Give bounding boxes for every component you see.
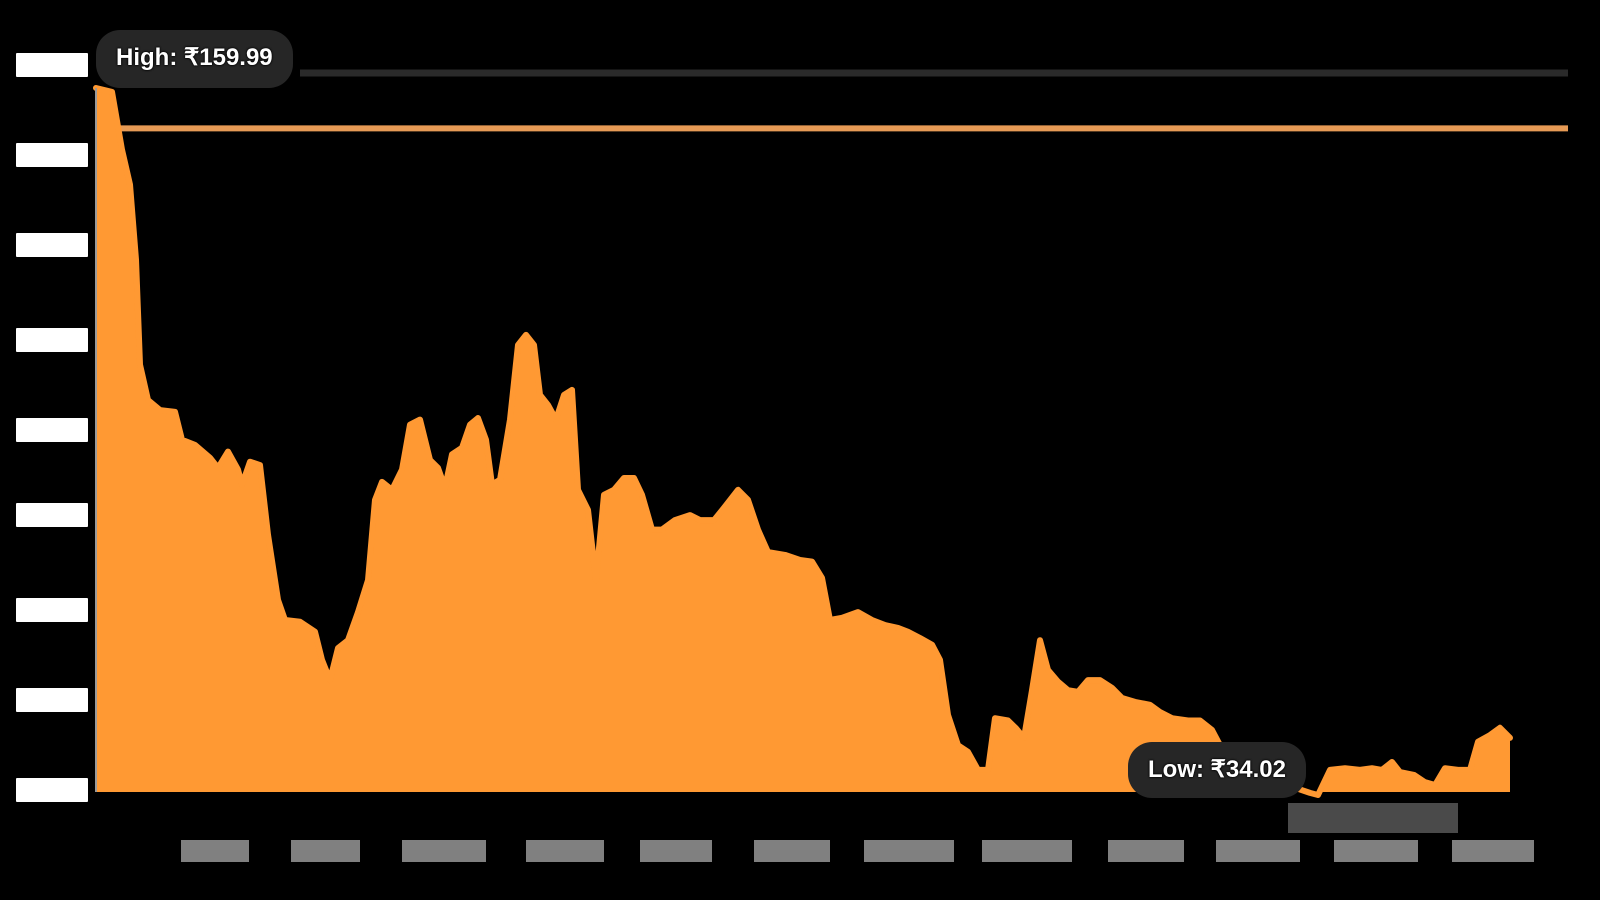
y-tick-text <box>16 143 88 167</box>
y-tick-text <box>16 688 88 712</box>
low-price-callout: Low: ₹34.02 <box>1128 742 1306 798</box>
x-tick-label <box>982 840 1072 862</box>
y-tick-text <box>16 598 88 622</box>
y-tick-label <box>0 53 88 77</box>
x-tick-label <box>1334 840 1418 862</box>
x-tick-label <box>402 840 486 862</box>
x-tick-label <box>526 840 604 862</box>
y-tick-label <box>0 233 88 257</box>
y-tick-text <box>16 233 88 257</box>
y-tick-label <box>0 598 88 622</box>
x-tick-label <box>181 840 249 862</box>
price-area-fill <box>96 88 1510 795</box>
y-tick-text <box>16 328 88 352</box>
x-tick-label <box>1216 840 1300 862</box>
price-area-chart <box>93 69 1568 798</box>
y-tick-label <box>0 503 88 527</box>
y-tick-label <box>0 688 88 712</box>
high-price-callout: High: ₹159.99 <box>96 30 293 88</box>
y-tick-label <box>0 143 88 167</box>
x-tick-label <box>754 840 830 862</box>
x-tick-label <box>1108 840 1184 862</box>
y-tick-label <box>0 778 88 802</box>
x-tick-label <box>291 840 360 862</box>
hidden-date-label <box>1288 803 1458 833</box>
x-tick-label <box>864 840 954 862</box>
x-tick-label <box>1452 840 1534 862</box>
y-tick-text <box>16 418 88 442</box>
x-tick-label <box>640 840 712 862</box>
y-tick-label <box>0 418 88 442</box>
y-tick-text <box>16 778 88 802</box>
y-tick-text <box>16 53 88 77</box>
y-tick-text <box>16 503 88 527</box>
y-tick-label <box>0 328 88 352</box>
